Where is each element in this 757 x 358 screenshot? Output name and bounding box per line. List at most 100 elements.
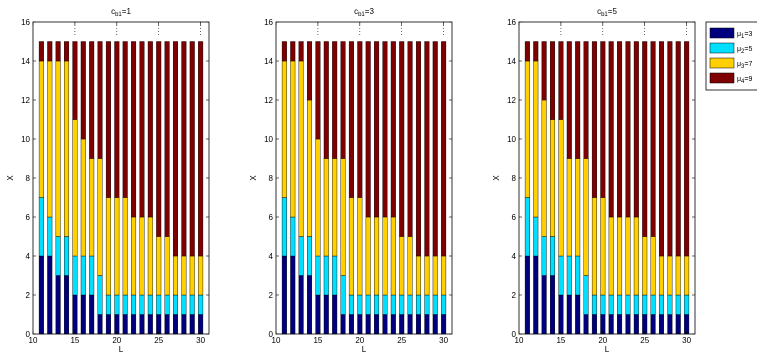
bar-segment bbox=[315, 255, 321, 296]
legend-label: μ3=7 bbox=[737, 61, 752, 70]
x-tick-label: 10 bbox=[29, 336, 38, 345]
bar-segment bbox=[131, 216, 137, 296]
bar-segment bbox=[290, 255, 296, 335]
bar-segment bbox=[441, 41, 447, 257]
y-tick-label: 0 bbox=[512, 330, 517, 339]
bar-segment bbox=[382, 216, 388, 296]
y-tick-label: 16 bbox=[507, 18, 516, 27]
bar-segment bbox=[374, 41, 380, 218]
bar-segment bbox=[550, 119, 556, 237]
bar-segment bbox=[38, 41, 44, 62]
bar-segment bbox=[298, 41, 304, 62]
bar-segment bbox=[633, 294, 639, 315]
bar-segment bbox=[390, 41, 396, 218]
bar-segment bbox=[64, 60, 70, 237]
bar-segment bbox=[164, 236, 170, 296]
bar-segment bbox=[290, 41, 296, 62]
legend-label: μ1=3 bbox=[737, 31, 752, 40]
bar-segment bbox=[583, 314, 589, 335]
bar-segment bbox=[105, 197, 111, 296]
bar-segment bbox=[147, 314, 153, 335]
bar-segment bbox=[72, 255, 78, 296]
bar-segment bbox=[72, 294, 78, 335]
bar-segment bbox=[382, 294, 388, 315]
y-tick-label: 4 bbox=[269, 252, 274, 261]
bar-segment bbox=[307, 41, 313, 101]
bar-segment bbox=[399, 41, 405, 237]
bar-segment bbox=[424, 41, 430, 257]
bar-segment bbox=[332, 294, 338, 335]
bar-segment bbox=[658, 314, 664, 335]
bar-segment bbox=[407, 314, 413, 335]
bar-segment bbox=[181, 41, 187, 257]
bar-segment bbox=[290, 60, 296, 218]
bar-segment bbox=[47, 41, 53, 62]
y-tick-label: 16 bbox=[21, 18, 30, 27]
bar-segment bbox=[591, 314, 597, 335]
bar-segment bbox=[131, 314, 137, 335]
bar-segment bbox=[365, 294, 371, 315]
bar-segment bbox=[290, 216, 296, 257]
bar-segment bbox=[558, 294, 564, 335]
bar-segment bbox=[415, 255, 421, 296]
x-tick-label: 25 bbox=[154, 336, 163, 345]
bar-segment bbox=[340, 314, 346, 335]
bar-segment bbox=[172, 314, 178, 335]
bar-segment bbox=[617, 41, 623, 218]
bar-segment bbox=[374, 294, 380, 315]
bar-segment bbox=[332, 255, 338, 296]
bar-segment bbox=[524, 197, 530, 257]
bar-segment bbox=[374, 216, 380, 296]
bar-segment bbox=[298, 275, 304, 335]
x-tick-label: 30 bbox=[439, 336, 448, 345]
bar-segment bbox=[80, 41, 86, 140]
bar-segment bbox=[323, 158, 329, 257]
bar-segment bbox=[38, 255, 44, 335]
bar-segment bbox=[97, 158, 103, 276]
bar-segment bbox=[382, 41, 388, 218]
y-tick-label: 6 bbox=[26, 213, 31, 222]
bar-segment bbox=[558, 41, 564, 120]
bar-segment bbox=[80, 255, 86, 296]
bar-segment bbox=[189, 314, 195, 335]
bar-segment bbox=[189, 294, 195, 315]
bar-segment bbox=[617, 314, 623, 335]
bar-segment bbox=[667, 255, 673, 296]
y-tick-label: 8 bbox=[269, 174, 274, 183]
bar-segment bbox=[114, 41, 120, 198]
bar-segment bbox=[550, 41, 556, 120]
bar-segment bbox=[575, 41, 581, 159]
x-tick-label: 15 bbox=[70, 336, 79, 345]
bar-segment bbox=[38, 197, 44, 257]
bar-segment bbox=[122, 197, 128, 296]
bar-segment bbox=[600, 41, 606, 198]
bar-segment bbox=[323, 41, 329, 159]
bar-segment bbox=[189, 255, 195, 296]
bar-segment bbox=[323, 294, 329, 335]
y-tick-label: 10 bbox=[264, 135, 273, 144]
bar-segment bbox=[315, 41, 321, 140]
bar-segment bbox=[323, 255, 329, 296]
bar-segment bbox=[348, 41, 354, 198]
bar-segment bbox=[122, 314, 128, 335]
bar-segment bbox=[650, 41, 656, 237]
bar-segment bbox=[625, 294, 631, 315]
bar-segment bbox=[667, 41, 673, 257]
bar-segment bbox=[608, 294, 614, 315]
bar-segment bbox=[533, 255, 539, 335]
bar-segment bbox=[307, 99, 313, 237]
x-tick-label: 15 bbox=[556, 336, 565, 345]
bar-segment bbox=[80, 294, 86, 335]
bar-segment bbox=[533, 216, 539, 257]
bars bbox=[38, 41, 204, 335]
bar-segment bbox=[524, 60, 530, 198]
bar-segment bbox=[64, 41, 70, 62]
x-tick-label: 10 bbox=[272, 336, 281, 345]
bar-segment bbox=[633, 216, 639, 296]
bar-segment bbox=[298, 236, 304, 276]
bar-segment bbox=[441, 294, 447, 315]
bar-segment bbox=[608, 41, 614, 218]
bar-segment bbox=[340, 158, 346, 276]
bar-segment bbox=[281, 255, 287, 335]
bar-segment bbox=[147, 294, 153, 315]
